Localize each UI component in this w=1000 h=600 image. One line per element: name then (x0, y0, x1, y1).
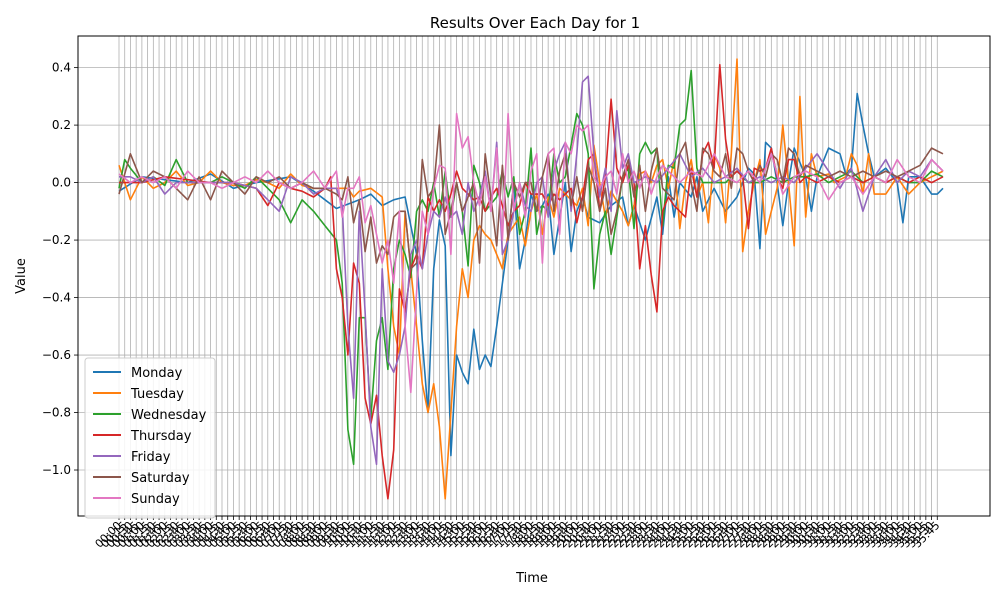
legend-label-tuesday: Tuesday (130, 387, 184, 402)
series-lines (118, 58, 944, 500)
legend-label-sunday: Sunday (131, 492, 180, 507)
y-axis-label: Value (14, 258, 29, 294)
legend-label-friday: Friday (131, 450, 171, 465)
x-gridlines (118, 36, 938, 516)
legend-label-monday: Monday (131, 366, 183, 381)
y-tick-label: 0.4 (52, 61, 71, 75)
y-tick-label: −0.4 (42, 291, 71, 305)
chart-title: Results Over Each Day for 1 (430, 14, 640, 32)
x-axis-ticks: 00:0000:1500:3000:4501:0001:1501:3001:45… (93, 516, 942, 551)
series-line-sunday (118, 112, 944, 394)
y-tick-label: −1.0 (42, 463, 71, 477)
x-axis-label: Time (515, 571, 548, 586)
series-line-saturday (118, 124, 944, 270)
y-tick-label: −0.2 (42, 233, 71, 247)
y-tick-label: −0.6 (42, 348, 71, 362)
legend-label-thursday: Thursday (130, 429, 192, 444)
y-tick-label: −0.8 (42, 406, 71, 420)
legend-label-wednesday: Wednesday (131, 408, 207, 423)
series-line-friday (119, 75, 944, 466)
y-axis-ticks: 0.4 0.2 0.0 −0.2 −0.4 −0.6 −0.8 −1.0 (42, 61, 78, 477)
plot-frame (77, 35, 991, 517)
y-tick-label: 0.2 (52, 118, 71, 132)
legend: Monday Tuesday Wednesday Thursday Friday Satu… (84, 357, 216, 519)
legend-label-saturday: Saturday (131, 471, 190, 486)
y-tick-label: 0.0 (52, 176, 71, 190)
